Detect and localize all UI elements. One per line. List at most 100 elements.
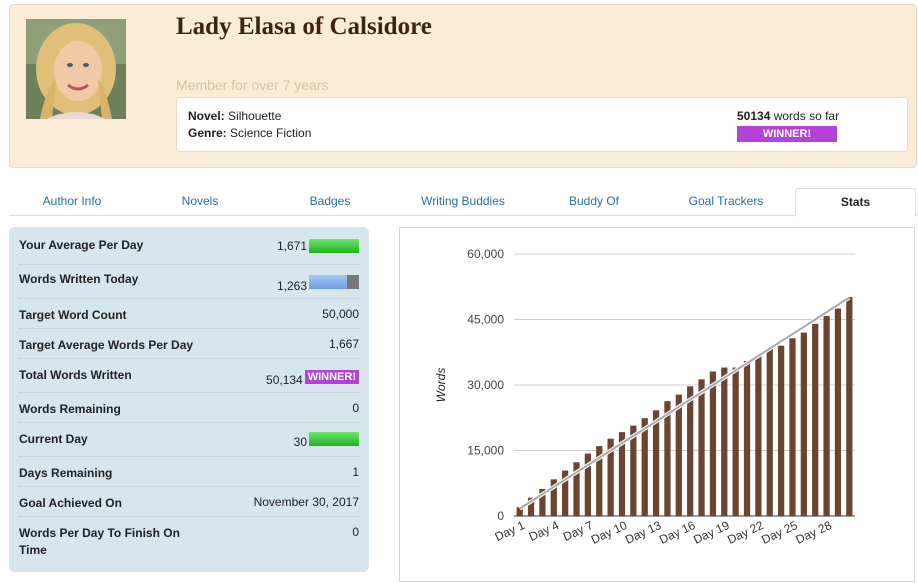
chart-bar — [550, 479, 557, 516]
chart-bar — [846, 297, 853, 516]
chart-bar — [641, 418, 648, 516]
novel-title[interactable]: Silhouette — [228, 109, 282, 123]
progress-bar — [309, 238, 359, 253]
stat-target-count: Target Word Count 50,000 — [19, 299, 359, 329]
chart-bar — [607, 438, 614, 516]
chart-bar — [823, 316, 830, 516]
author-avatar[interactable] — [26, 19, 126, 119]
genre-value: Science Fiction — [230, 126, 312, 140]
genre-label: Genre: — [188, 126, 227, 140]
stat-label: Total Words Written — [19, 368, 132, 382]
stat-number: 1,671 — [276, 238, 307, 253]
stat-label: Words Per Day To Finish On Time — [19, 526, 180, 557]
words-so-far-label: words so far — [773, 109, 840, 123]
chart-bar — [539, 488, 546, 516]
x-tick-label: Day 28 — [793, 518, 834, 547]
chart-bar — [755, 355, 762, 516]
tab-goal-trackers[interactable]: Goal Trackers — [688, 194, 764, 208]
stat-number: 1,263 — [276, 279, 307, 293]
novel-label: Novel: — [188, 109, 225, 123]
stat-number: 50,134 — [266, 373, 303, 387]
chart-bar — [664, 401, 671, 516]
stat-label: Target Word Count — [19, 308, 127, 322]
stat-average-per-day: Your Average Per Day 1,671 — [19, 227, 359, 265]
stat-per-day-to-finish: Words Per Day To Finish On Time 0 — [19, 517, 359, 567]
chart-bar — [630, 425, 637, 516]
tab-stats[interactable]: Stats — [795, 188, 916, 217]
x-tick-label: Day 16 — [657, 518, 698, 547]
chart-bar — [800, 332, 807, 516]
chart-bar — [709, 371, 717, 516]
stat-label: Target Average Words Per Day — [19, 338, 194, 352]
stat-label: Words Written Today — [19, 272, 139, 286]
stat-label: Your Average Per Day — [19, 238, 144, 252]
stat-value: 0 — [352, 525, 359, 539]
genre-row: Genre: Science Fiction — [188, 126, 311, 140]
stat-label: Words Remaining — [19, 402, 121, 416]
tab-novels[interactable]: Novels — [181, 194, 219, 208]
chart-bar — [584, 453, 592, 516]
profile-tabs: Author Info Novels Badges Writing Buddie… — [9, 188, 917, 217]
word-count-chart: 0 15,000 30,000 45,000 60,000 Words Day 1 Day 4… — [399, 227, 915, 582]
chart-bar — [618, 432, 626, 516]
stat-value: November 30, 2017 — [253, 495, 359, 509]
chart-bar — [596, 446, 603, 516]
author-header: Lady Elasa of Calsidore Member for over … — [9, 4, 917, 168]
y-tick-label: 45,000 — [467, 313, 504, 327]
stat-value: 50,000 — [322, 307, 359, 321]
stat-value: 0 — [352, 401, 359, 415]
progress-remaining — [347, 275, 359, 289]
stat-label: Days Remaining — [19, 466, 113, 480]
stat-value: 50,134 WINNER! — [266, 367, 359, 387]
chart-bar — [721, 367, 728, 516]
stat-days-remaining: Days Remaining 1 — [19, 457, 359, 487]
stats-panel: Your Average Per Day 1,671 Words Written… — [9, 227, 369, 572]
x-tick-label: Day 19 — [691, 518, 732, 547]
chart-bar — [789, 338, 796, 516]
x-tick-label: Day 10 — [589, 518, 630, 547]
stat-value: 1 — [352, 465, 359, 479]
stat-words-today: Words Written Today 1,263 — [19, 265, 359, 299]
stat-value: 1,671 — [277, 238, 359, 253]
chart-bar — [777, 345, 785, 516]
y-tick-label: 30,000 — [467, 378, 504, 392]
tab-buddy-of[interactable]: Buddy Of — [568, 194, 620, 208]
y-tick-label: 15,000 — [467, 444, 504, 458]
x-tick-label: Day 25 — [759, 518, 800, 547]
stat-label: Current Day — [19, 432, 88, 446]
y-tick-label: 0 — [497, 509, 504, 523]
tab-author-info[interactable]: Author Info — [42, 194, 102, 208]
stat-current-day: Current Day 30 — [19, 423, 359, 457]
chart-bar — [516, 507, 523, 516]
novel-summary: Novel: Silhouette Genre: Science Fiction… — [176, 97, 908, 152]
tab-writing-buddies[interactable]: Writing Buddies — [421, 194, 505, 208]
chart-bar — [652, 410, 660, 516]
x-tick-label: Day 4 — [527, 518, 562, 544]
stat-number: 30 — [293, 435, 307, 449]
chart-bar — [766, 348, 773, 516]
target-line — [519, 296, 850, 510]
today-progress-bar — [309, 275, 359, 289]
chart-bar — [562, 470, 569, 516]
chart-bar — [812, 323, 819, 516]
chart-bar — [527, 497, 535, 516]
chart-bar — [573, 462, 580, 516]
chart-bar — [687, 386, 694, 516]
word-count: 50134 — [737, 109, 771, 123]
stat-value: 1,263 — [277, 271, 359, 293]
words-so-far: 50134 words so far — [737, 109, 839, 123]
progress-bar — [309, 432, 359, 446]
x-tick-label: Day 7 — [561, 518, 596, 544]
author-name: Lady Elasa of Calsidore — [176, 13, 432, 40]
stat-total-written: Total Words Written 50,134 WINNER! — [19, 359, 359, 393]
x-tick-label: Day 22 — [725, 518, 766, 547]
stat-label: Goal Achieved On — [19, 496, 122, 510]
winner-badge: WINNER! — [737, 126, 837, 142]
y-tick-label: 60,000 — [467, 247, 504, 261]
chart-bar — [732, 367, 739, 516]
stat-goal-achieved: Goal Achieved On November 30, 2017 — [19, 487, 359, 517]
chart-bar — [743, 360, 751, 516]
stat-value: 1,667 — [328, 337, 359, 351]
tab-badges[interactable]: Badges — [309, 194, 351, 208]
